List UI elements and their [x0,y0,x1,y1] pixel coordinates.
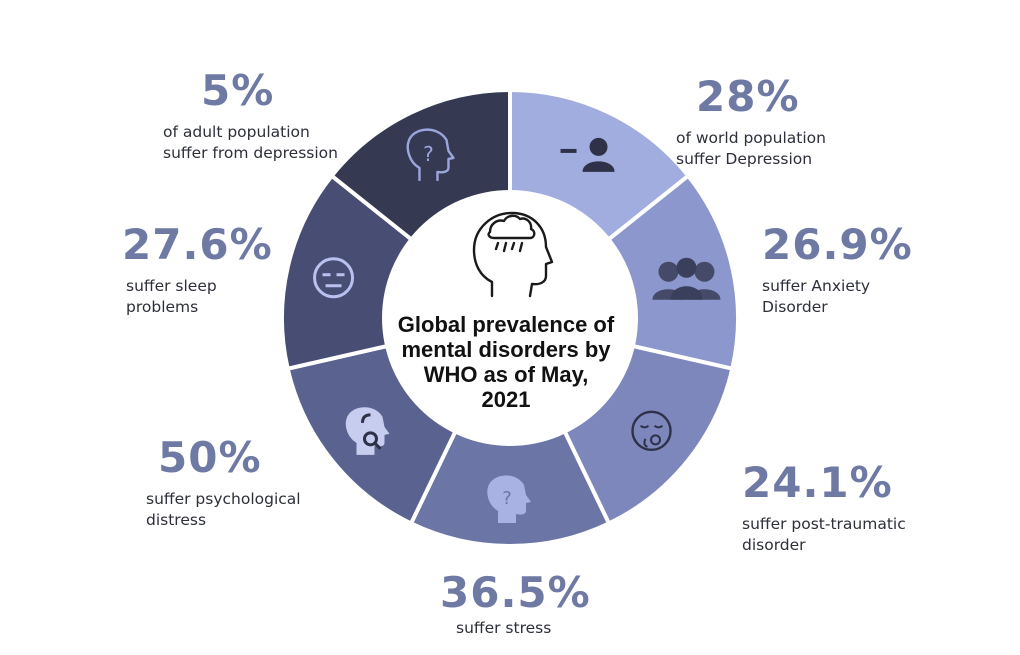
stat-label-line: suffer from depression [163,144,338,162]
svg-text:?: ? [423,142,434,166]
stat-percent: 26.9% [762,220,913,269]
stat-label-line: suffer Anxiety [762,277,871,295]
stat-percent: 5% [201,66,275,115]
center-circle [382,190,638,446]
stat-label-line: distress [146,511,207,529]
stat-world-depression: 28% of world population suffer Depressio… [676,76,826,170]
stat-label: suffer sleep problems [126,276,273,318]
stat-sleep: 27.6% suffer sleep problems [122,224,273,318]
stat-stress: 36.5% suffer stress [440,572,591,639]
stat-ptsd: 24.1% suffer post-traumatic disorder [742,462,906,556]
diagram-title: Global prevalence of mental disorders by… [382,312,630,412]
stat-percent: 24.1% [742,458,893,507]
title-line: WHO as of May, [423,362,589,387]
stat-anxiety: 26.9% suffer Anxiety Disorder [762,224,913,318]
stat-label-line: suffer psychological [146,490,301,508]
head-storm-cloud-icon [472,211,554,298]
stat-label: suffer post-traumatic disorder [742,514,906,556]
stat-label-line: of world population [676,129,826,147]
stat-adult-depression: 5% of adult population suffer from depre… [163,70,338,164]
head-question-outline-icon: ? [406,128,455,181]
stat-percent: 36.5% [440,568,591,617]
stat-label-line: suffer Depression [676,150,813,168]
title-line: mental disorders by [401,337,611,362]
stat-label-line: suffer stress [456,619,552,637]
group-people-icon [652,257,721,300]
stat-label-line: suffer sleep [126,277,217,295]
stat-label-line: suffer post-traumatic [742,515,906,533]
stat-label-line: of adult population [163,123,310,141]
stat-percent: 50% [158,433,262,482]
stat-label-line: problems [126,298,199,316]
stat-label-line: disorder [742,536,806,554]
head-headset-icon [345,407,390,455]
stat-label: suffer psychological distress [146,489,301,531]
svg-text:?: ? [502,488,512,509]
stat-percent: 28% [696,72,800,121]
worried-face-icon [631,410,672,452]
stat-psychological-distress: 50% suffer psychological distress [146,437,301,531]
person-minus-icon [560,137,615,172]
title-line: Global prevalence of [397,312,615,337]
stat-percent: 27.6% [122,220,273,269]
stat-label: suffer stress [456,618,591,639]
stat-label-line: Disorder [762,298,828,316]
sleepy-face-icon [313,257,355,299]
stat-label: of adult population suffer from depressi… [163,122,338,164]
head-question-icon: ? [487,475,531,523]
title-line: 2021 [481,387,531,412]
stat-label: of world population suffer Depression [676,128,826,170]
stat-label: suffer Anxiety Disorder [762,276,913,318]
